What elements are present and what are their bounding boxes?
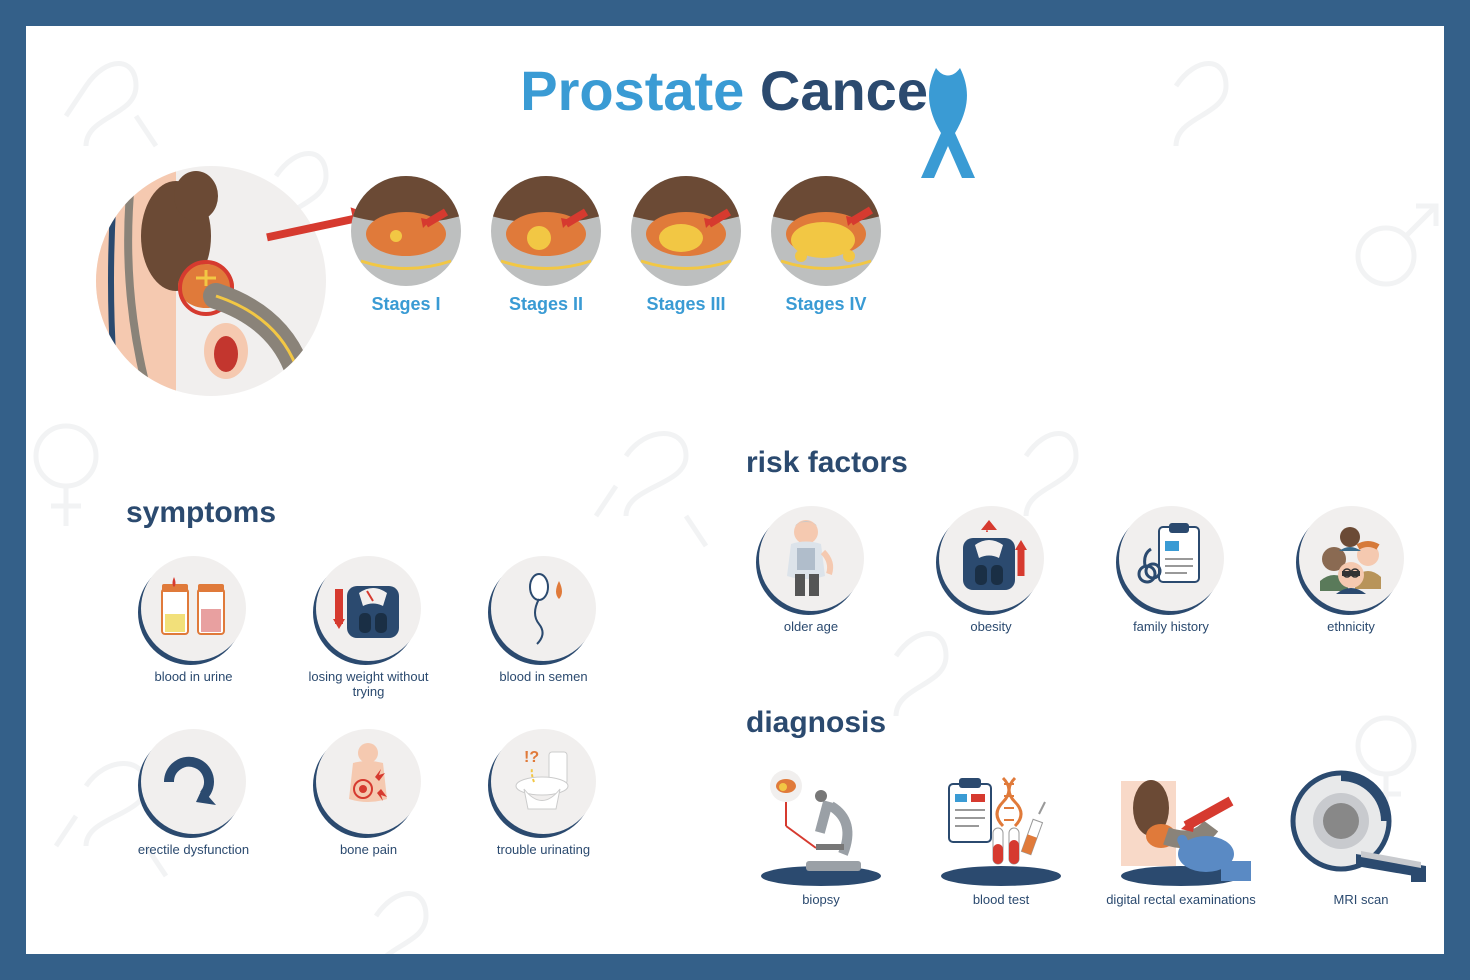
awareness-ribbon-icon	[906, 58, 986, 188]
risk-label: family history	[1106, 619, 1236, 634]
title-word1: Prostate	[520, 59, 744, 122]
risks-row: older age ! obesity	[746, 506, 1416, 634]
outer-frame: Prostate Cancer	[0, 0, 1470, 980]
symptom-label: erectile dysfunction	[116, 842, 271, 857]
risk-label: older age	[746, 619, 876, 634]
symptom-bone-pain: bone pain	[291, 729, 446, 857]
svg-text:!: !	[985, 521, 989, 535]
symptoms-grid: blood in urine losing weight without try…	[116, 556, 621, 857]
people-group-icon	[1299, 506, 1404, 611]
diag-label: blood test	[926, 892, 1076, 907]
blood-test-icon	[926, 766, 1076, 886]
symptom-label: bone pain	[291, 842, 446, 857]
diag-label: MRI scan	[1286, 892, 1436, 907]
sperm-blood-icon	[491, 556, 596, 661]
diag-label: digital rectal examinations	[1106, 892, 1256, 907]
microscope-icon	[746, 766, 896, 886]
stage-2: Stages II	[486, 176, 606, 315]
symptoms-header: symptoms	[126, 496, 276, 530]
urine-cups-icon	[141, 556, 246, 661]
inner-frame: Prostate Cancer	[24, 24, 1446, 956]
risk-obesity: ! obesity	[926, 506, 1056, 634]
symptom-blood-urine: blood in urine	[116, 556, 271, 699]
symptom-weight-loss: losing weight without trying	[291, 556, 446, 699]
svg-text:!?: !?	[524, 749, 539, 766]
scale-up-icon: !	[939, 506, 1044, 611]
stages-row: Stages I Stages II	[346, 176, 886, 315]
symptom-label: blood in semen	[466, 669, 621, 684]
symptom-label: losing weight without trying	[291, 669, 446, 699]
page-title: Prostate Cancer	[26, 58, 1444, 123]
risks-header: risk factors	[746, 446, 908, 480]
stage-3: Stages III	[626, 176, 746, 315]
risk-label: ethnicity	[1286, 619, 1416, 634]
rectal-exam-icon	[1106, 766, 1256, 886]
stage-1: Stages I	[346, 176, 466, 315]
ed-arrow-icon	[141, 729, 246, 834]
risk-ethnicity: ethnicity	[1286, 506, 1416, 634]
stage-1-label: Stages I	[346, 294, 466, 315]
mri-scanner-icon	[1286, 766, 1436, 886]
toilet-icon: !?	[491, 729, 596, 834]
diagnosis-header: diagnosis	[746, 706, 886, 740]
stage-4: Stages IV	[766, 176, 886, 315]
diag-mri: MRI scan	[1286, 766, 1436, 907]
stage-2-label: Stages II	[486, 294, 606, 315]
risk-older-age: older age	[746, 506, 876, 634]
symptom-label: blood in urine	[116, 669, 271, 684]
bone-pain-icon	[316, 729, 421, 834]
diag-dre: digital rectal examinations	[1106, 766, 1256, 907]
scale-down-icon	[316, 556, 421, 661]
stage-4-label: Stages IV	[766, 294, 886, 315]
risk-label: obesity	[926, 619, 1056, 634]
symptom-trouble-urinating: !? trouble urinating	[466, 729, 621, 857]
risk-family-history: family history	[1106, 506, 1236, 634]
symptom-ed: erectile dysfunction	[116, 729, 271, 857]
symptom-label: trouble urinating	[466, 842, 621, 857]
diag-blood-test: blood test	[926, 766, 1076, 907]
elderly-person-icon	[759, 506, 864, 611]
stage-3-label: Stages III	[626, 294, 746, 315]
diag-biopsy: biopsy	[746, 766, 896, 907]
clipboard-icon	[1119, 506, 1224, 611]
diagnosis-row: biopsy	[746, 766, 1436, 907]
diag-label: biopsy	[746, 892, 896, 907]
anatomy-diagram	[96, 166, 326, 396]
symptom-blood-semen: blood in semen	[466, 556, 621, 699]
